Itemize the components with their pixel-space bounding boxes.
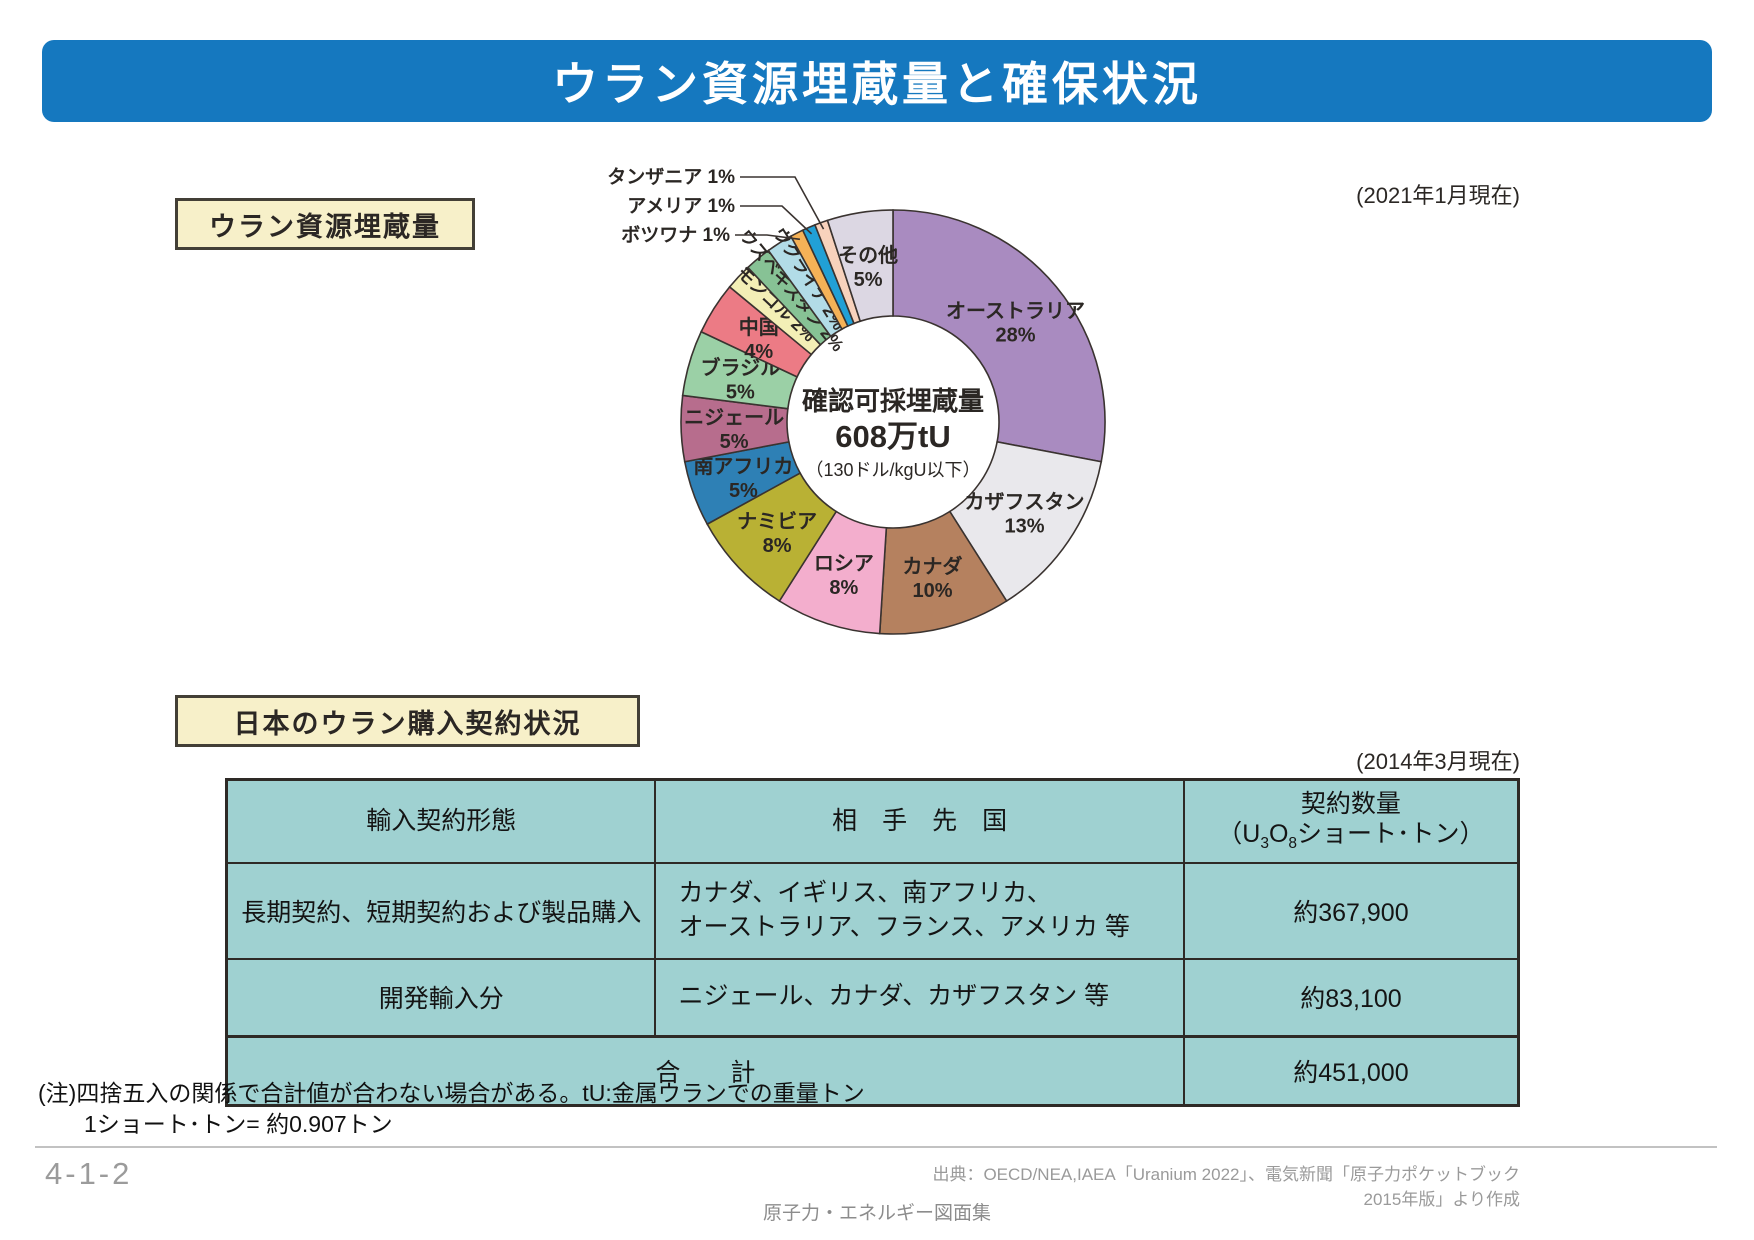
table-total-row: 合 計 約451,000	[225, 1035, 1520, 1107]
footnote-line1: (注)四捨五入の関係で合計値が合わない場合がある。tU:金属ウランでの重量トン	[38, 1080, 865, 1106]
table-row: 長期契約、短期契約および製品購入 カナダ、イギリス、南アフリカ、 オーストラリア…	[225, 861, 1520, 960]
total-label: 合 計	[225, 1035, 1185, 1107]
donut-chart-svg: オーストラリア 28% カザフスタン 13%カナダ 10% ロシア 8%ナミビア 8% 南アフリ…	[607, 166, 1106, 635]
header-contract-quantity: 契約数量 （U3O8ショート･トン）	[1182, 778, 1520, 864]
section-label-reserves: ウラン資源埋蔵量	[175, 198, 475, 250]
pie-slice-label: カザフスタン 13%	[965, 490, 1085, 537]
row2-qty: 約83,100	[1182, 957, 1520, 1038]
pie-center-text: 608万tU	[835, 419, 950, 454]
pie-slice-label: ニジェール 5%	[684, 407, 784, 453]
reserves-date: (2021年1月現在)	[1356, 183, 1520, 208]
pie-slice-label: 中国 4%	[739, 315, 779, 363]
title-banner: ウラン資源埋蔵量と確保状況	[42, 40, 1712, 122]
pie-center-text: 確認可採埋蔵量	[802, 386, 984, 416]
pie-slice-label: その他 5%	[838, 243, 898, 291]
footnotes: (注)四捨五入の関係で合計値が合わない場合がある。tU:金属ウランでの重量トン …	[38, 1078, 865, 1140]
table-row: 開発輸入分 ニジェール、カナダ、カザフスタン 等 約83,100	[225, 957, 1520, 1038]
pie-callout-label: ボツワナ 1%	[621, 224, 730, 246]
pie-slice-label: オーストラリア 28%	[946, 301, 1085, 347]
pie-slice-label: カナダ 10%	[903, 554, 963, 602]
pie-callout-line	[740, 205, 813, 235]
footer-divider	[35, 1146, 1717, 1148]
row1-type: 長期契約、短期契約および製品購入	[225, 861, 657, 960]
pie-callout-line	[735, 234, 801, 241]
page-number: 4-1-2	[45, 1156, 133, 1191]
header-partner-countries: 相 手 先 国	[654, 778, 1185, 864]
pie-slice-label: ロシア 8%	[814, 553, 874, 599]
row2-type: 開発輸入分	[225, 957, 657, 1038]
section-label-contracts: 日本のウラン購入契約状況	[175, 695, 640, 747]
pie-slice	[892, 209, 1106, 463]
collection-title: 原子力・エネルギー図面集	[762, 1203, 991, 1224]
pie-center-text: （130ドル/kgU以下）	[805, 460, 980, 480]
pie-callout-label: アメリア 1%	[627, 196, 735, 217]
row1-partners: カナダ、イギリス、南アフリカ、 オーストラリア、フランス、アメリカ 等	[654, 861, 1185, 960]
pie-slice-label: 南アフリカ 5%	[693, 455, 793, 502]
donut-chart: オーストラリア 28% カザフスタン 13% カナダ 10% ロシア 8% ナミビア 8% 南アフリ…	[560, 150, 1140, 670]
row1-qty: 約367,900	[1182, 861, 1520, 960]
total-qty: 約451,000	[1182, 1035, 1520, 1107]
page-title: ウラン資源埋蔵量と確保状況	[552, 58, 1202, 110]
pie-slice	[826, 209, 894, 323]
quantity-unit: （U3O8ショート･トン）	[1217, 820, 1485, 852]
pie-callout-line	[740, 176, 825, 230]
header-contract-type: 輸入契約形態	[225, 778, 657, 864]
contracts-date: (2014年3月現在)	[1356, 749, 1520, 774]
source-credit: 出典：OECD/NEA,IAEA「Uranium 2022」、電気新聞「原子力ポ…	[932, 1165, 1520, 1209]
table-header-row: 輸入契約形態 相 手 先 国 契約数量 （U3O8ショート･トン）	[225, 778, 1520, 864]
pie-callout-label: タンザニア 1%	[607, 166, 735, 188]
row2-partners: ニジェール、カナダ、カザフスタン 等	[654, 957, 1185, 1038]
contract-table: 輸入契約形態 相 手 先 国 契約数量 （U3O8ショート･トン） 長期契約、短…	[225, 778, 1520, 1108]
pie-slice-label: ナミビア 8%	[737, 510, 817, 557]
footnote-line2: 1ショート･トン= 約0.907トン	[84, 1111, 393, 1137]
